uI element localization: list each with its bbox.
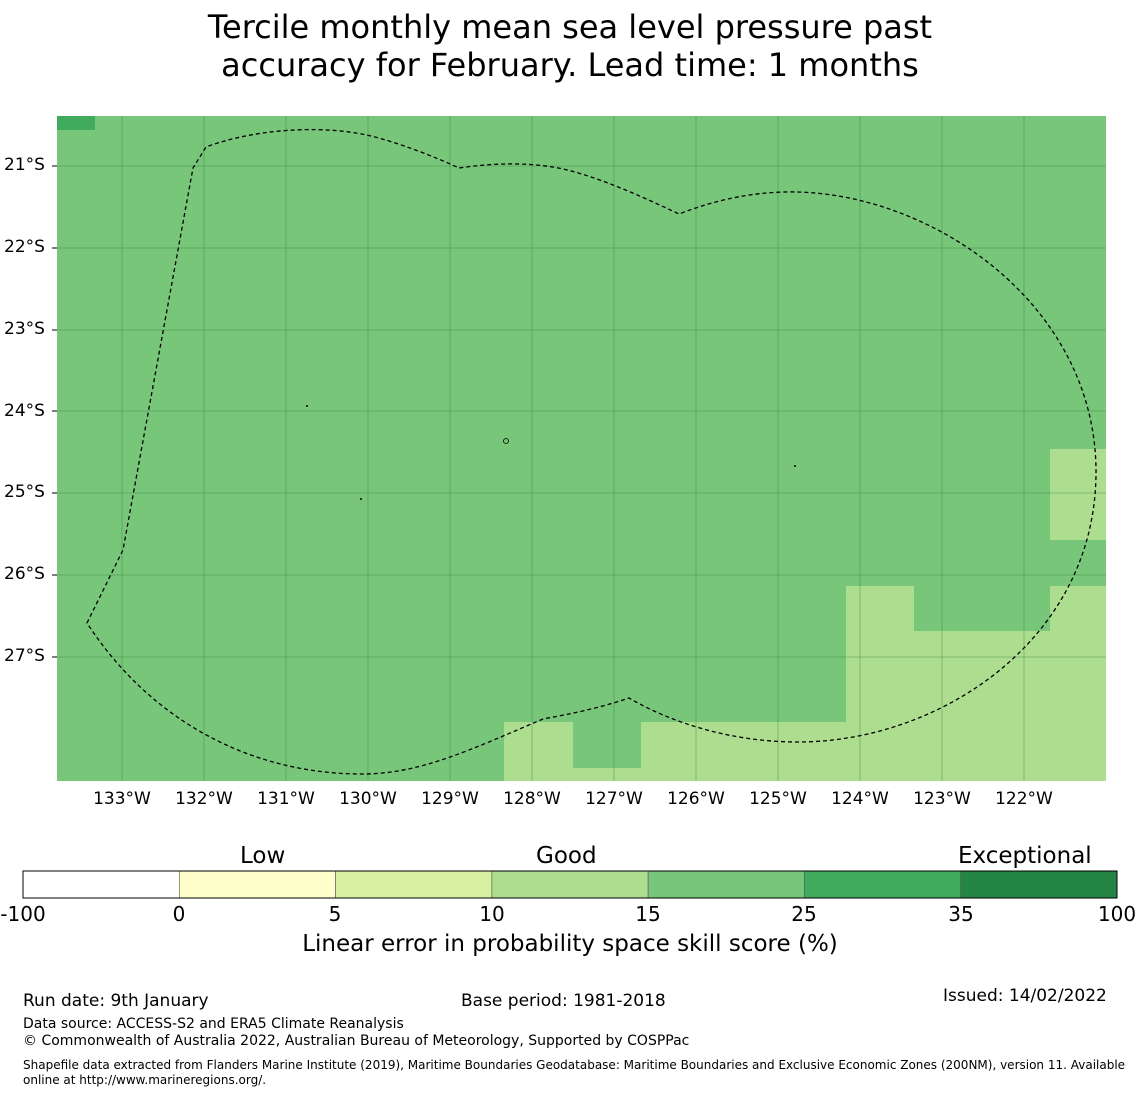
colorbar-label: Linear error in probability space skill … xyxy=(302,931,838,957)
colorbar-tick: 100 xyxy=(1097,902,1137,926)
axis-ticks xyxy=(52,165,57,658)
data-source: Data source: ACCESS-S2 and ERA5 Climate … xyxy=(23,1016,404,1032)
run-date: Run date: 9th January xyxy=(23,991,209,1011)
copyright: © Commonwealth of Australia 2022, Austra… xyxy=(23,1033,690,1049)
lon-label: 126°W xyxy=(667,789,725,809)
issued-date: Issued: 14/02/2022 xyxy=(943,986,1107,1006)
colorbar-tick: 35 xyxy=(948,902,974,926)
island xyxy=(360,498,362,500)
colorbar-segment xyxy=(22,870,180,899)
lon-label: 122°W xyxy=(995,789,1053,809)
gridlines xyxy=(57,116,1106,781)
lon-label: 133°W xyxy=(93,789,151,809)
colorbar-category-exceptional: Exceptional xyxy=(958,843,1092,869)
lat-label: 27°S xyxy=(4,646,45,666)
lon-label: 132°W xyxy=(175,789,233,809)
colorbar-tick: 10 xyxy=(479,902,505,926)
colorbar-category-low: Low xyxy=(240,843,286,869)
lon-label: 124°W xyxy=(831,789,889,809)
lon-label: 123°W xyxy=(913,789,971,809)
island xyxy=(306,405,308,407)
lon-label: 130°W xyxy=(339,789,397,809)
map xyxy=(52,116,1106,781)
lon-label: 129°W xyxy=(421,789,479,809)
shapefile-credit: Shapefile data extracted from Flanders M… xyxy=(23,1058,1126,1087)
colorbar-tick: 0 xyxy=(172,902,186,926)
colorbar-frame xyxy=(22,870,1118,899)
colorbar-tick: 25 xyxy=(791,902,817,926)
colorbar-tick: 5 xyxy=(328,902,342,926)
colorbar-tick: -100 xyxy=(0,902,46,926)
base-period: Base period: 1981-2018 xyxy=(461,991,666,1011)
lat-label: 26°S xyxy=(4,564,45,584)
lon-label: 125°W xyxy=(749,789,807,809)
lat-label: 25°S xyxy=(4,482,45,502)
island xyxy=(794,465,796,467)
lat-label: 24°S xyxy=(4,401,45,421)
skill-patch xyxy=(1050,449,1106,540)
skill-patch-strong xyxy=(57,116,95,130)
colorbar-tick: 15 xyxy=(635,902,661,926)
map-title-line1: Tercile monthly mean sea level pressure … xyxy=(207,8,933,46)
colorbar-category-good: Good xyxy=(536,843,597,869)
lon-label: 128°W xyxy=(503,789,561,809)
skill-patch xyxy=(504,586,1106,781)
lat-label: 22°S xyxy=(4,237,45,257)
colorbar-segment xyxy=(960,870,1118,899)
lon-label: 127°W xyxy=(585,789,643,809)
lat-label: 21°S xyxy=(4,155,45,175)
colorbar-segment xyxy=(647,870,805,899)
colorbar-segment xyxy=(804,870,962,899)
colorbar-segment xyxy=(179,870,336,899)
map-title-line2: accuracy for February. Lead time: 1 mont… xyxy=(221,46,919,84)
colorbar xyxy=(22,870,1118,899)
lon-label: 131°W xyxy=(257,789,315,809)
lat-label: 23°S xyxy=(4,319,45,339)
colorbar-segment xyxy=(491,870,649,899)
colorbar-segment xyxy=(335,870,493,899)
island xyxy=(503,438,509,444)
